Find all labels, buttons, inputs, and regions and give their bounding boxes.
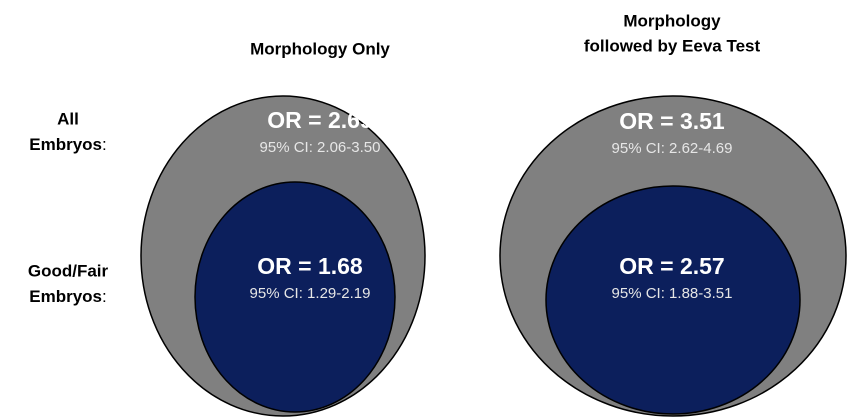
- row-label-suffix: :: [102, 287, 107, 306]
- column-title: followed by Eeva Test: [584, 36, 761, 55]
- row-label: All: [57, 109, 79, 128]
- odds-ratio: OR = 2.69: [267, 107, 372, 133]
- confidence-interval: 95% CI: 1.29-2.19: [250, 285, 371, 302]
- odds-ratio: OR = 3.51: [619, 108, 725, 134]
- row-label: Embryos:: [29, 287, 106, 306]
- row-label-suffix: :: [102, 135, 107, 154]
- row-label: Embryos:: [29, 135, 106, 154]
- row-label-text: Embryos: [29, 287, 102, 306]
- row-label-text: Embryos: [29, 135, 102, 154]
- odds-ratio: OR = 2.57: [619, 253, 724, 279]
- confidence-interval: 95% CI: 1.88-3.51: [612, 285, 733, 302]
- column-title: Morphology: [623, 11, 721, 30]
- row-label: Good/Fair: [28, 261, 109, 280]
- confidence-interval: 95% CI: 2.62-4.69: [612, 140, 733, 157]
- odds-ratio: OR = 1.68: [257, 253, 363, 279]
- column-title: Morphology Only: [250, 39, 390, 58]
- inner-circle: [545, 185, 801, 415]
- confidence-interval: 95% CI: 2.06-3.50: [260, 139, 381, 156]
- inner-circle: [194, 181, 396, 413]
